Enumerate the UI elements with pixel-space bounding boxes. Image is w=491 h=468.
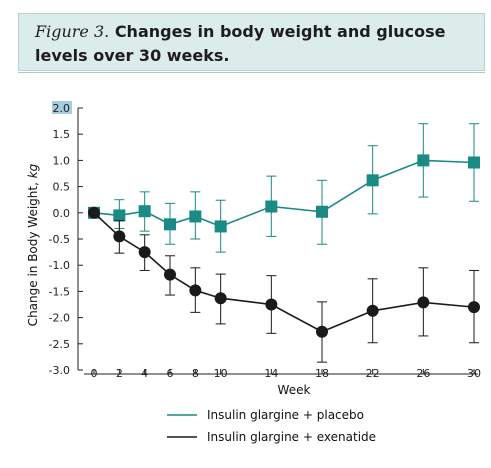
x-tick-label: 4 — [141, 367, 148, 380]
legend: Insulin glargine + placebo Insulin glargi… — [167, 408, 376, 444]
y-tick-label: -0.5 — [49, 233, 70, 246]
data-point-circle — [189, 284, 202, 297]
series-line — [93, 159, 475, 228]
figure-label: Figure 3. — [35, 22, 110, 41]
data-point-square — [113, 209, 126, 222]
figure-title-text: Changes in body weight and glucose level… — [35, 22, 446, 65]
data-point-circle — [468, 301, 480, 314]
x-tick-label: 26 — [416, 367, 430, 380]
y-tick-label: 2.0 — [53, 102, 71, 115]
data-point-square — [468, 156, 480, 169]
data-point-circle — [366, 304, 379, 317]
data-point-circle — [265, 298, 278, 311]
y-tick-label: -2.5 — [49, 338, 70, 351]
series-placebo — [88, 123, 480, 253]
header-rule — [18, 72, 485, 73]
figure-header: Figure 3. Changes in body weight and glu… — [18, 13, 485, 71]
x-tick-label: 14 — [264, 367, 278, 380]
highlight-layer — [52, 101, 72, 114]
data-point-circle — [88, 206, 100, 219]
data-point-square — [214, 220, 227, 233]
y-tick-label: -2.0 — [49, 312, 70, 325]
x-tick-label: 8 — [192, 367, 199, 380]
x-tick-label: 18 — [315, 367, 329, 380]
data-point-circle — [113, 230, 126, 243]
x-tick-label: 10 — [214, 367, 228, 380]
figure-title: Figure 3. Changes in body weight and glu… — [35, 20, 470, 68]
x-tick-label: 0 — [91, 367, 98, 380]
legend-label-1: Insulin glargine + exenatide — [207, 430, 376, 444]
data-point-square — [417, 154, 430, 167]
x-tick-label: 2 — [116, 367, 123, 380]
data-point-square — [265, 200, 278, 213]
data-point-square — [316, 205, 328, 218]
data-point-square — [138, 205, 151, 218]
data-point-square — [164, 218, 176, 231]
y-tick-label: 0.0 — [53, 207, 71, 220]
x-tick-label: 22 — [366, 367, 380, 380]
x-tick-label: 30 — [467, 367, 481, 380]
y-axis-title: Change in Body Weight, kg — [26, 163, 40, 326]
y-axis-title-unit: kg — [26, 163, 40, 178]
data-point-circle — [138, 246, 151, 259]
x-tick-label: 6 — [167, 367, 174, 380]
y-tick-highlight — [52, 101, 72, 114]
data-point-circle — [164, 268, 176, 281]
data-point-square — [366, 174, 379, 187]
y-tick-label: 1.5 — [53, 128, 71, 141]
series-exenatide — [88, 206, 480, 363]
data-point-circle — [214, 292, 227, 305]
y-tick-label: -3.0 — [49, 364, 70, 377]
y-tick-label: 1.0 — [53, 154, 71, 167]
y-axis-title-main: Change in Body Weight, — [26, 178, 40, 326]
data-point-circle — [316, 325, 328, 338]
y-tick-label: -1.0 — [49, 259, 70, 272]
y-tick-label: -1.5 — [49, 285, 70, 298]
data-point-square — [189, 210, 202, 223]
data-point-circle — [417, 296, 430, 309]
series-line — [93, 212, 475, 333]
series-layer — [88, 123, 480, 363]
y-tick-label: 0.5 — [53, 181, 71, 194]
x-axis-title: Week — [278, 383, 311, 397]
legend-label-0: Insulin glargine + placebo — [207, 408, 364, 422]
axes: 2.0 1.5 1.0 0.5 0.0 -0.5 -1.0 -1.5 -2.0 -2.5 -3.0 0… — [26, 102, 481, 397]
